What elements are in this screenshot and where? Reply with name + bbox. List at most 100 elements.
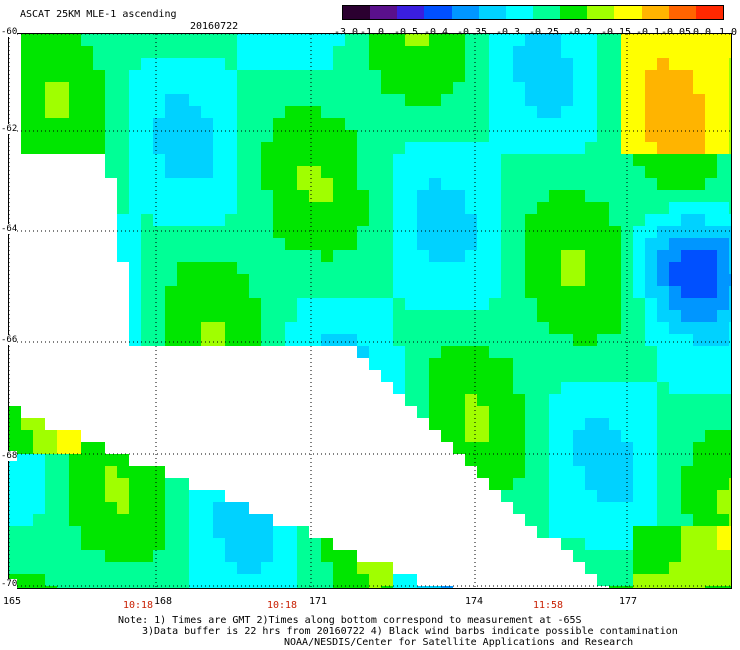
data-cell — [549, 166, 561, 178]
data-cell — [405, 262, 417, 274]
data-cell — [201, 250, 213, 262]
data-cell — [249, 82, 261, 94]
data-cell — [453, 58, 465, 70]
data-cell — [225, 202, 237, 214]
data-cell — [441, 334, 453, 346]
data-cell — [513, 262, 525, 274]
data-cell — [465, 310, 477, 322]
data-cell — [57, 442, 69, 454]
data-cell — [381, 262, 393, 274]
data-cell — [633, 82, 645, 94]
data-cell — [9, 502, 21, 514]
data-cell — [585, 406, 597, 418]
data-cell — [441, 106, 453, 118]
data-cell — [69, 106, 81, 118]
data-cell — [93, 442, 105, 454]
data-cell — [201, 178, 213, 190]
data-cell — [309, 94, 321, 106]
data-cell — [285, 142, 297, 154]
data-cell — [285, 130, 297, 142]
data-cell — [729, 370, 731, 382]
data-cell — [237, 190, 249, 202]
data-cell — [393, 286, 405, 298]
data-cell — [357, 310, 369, 322]
data-cell — [93, 466, 105, 478]
data-cell — [669, 154, 681, 166]
data-cell — [645, 382, 657, 394]
data-cell — [81, 550, 93, 562]
data-cell — [393, 226, 405, 238]
data-cell — [645, 502, 657, 514]
data-cell — [597, 430, 609, 442]
data-cell — [681, 130, 693, 142]
data-cell — [369, 262, 381, 274]
data-cell — [189, 322, 201, 334]
data-cell — [345, 94, 357, 106]
data-cell — [597, 478, 609, 490]
pass-time-label: 11:58 — [532, 600, 564, 611]
data-cell — [117, 118, 129, 130]
data-cell — [465, 430, 477, 442]
data-cell — [21, 106, 33, 118]
data-cell — [261, 274, 273, 286]
data-cell — [369, 202, 381, 214]
data-cell — [549, 490, 561, 502]
data-cell — [609, 166, 621, 178]
data-cell — [393, 94, 405, 106]
data-cell — [561, 526, 573, 538]
data-cell — [285, 322, 297, 334]
data-cell — [717, 550, 729, 562]
data-cell — [657, 502, 669, 514]
data-cell — [393, 274, 405, 286]
data-cell — [573, 358, 585, 370]
data-cell — [525, 46, 537, 58]
data-cell — [213, 514, 225, 526]
data-cell — [417, 58, 429, 70]
data-cell — [129, 238, 141, 250]
data-cell — [117, 238, 129, 250]
data-cell — [153, 586, 165, 588]
colorbar — [342, 5, 724, 20]
data-cell — [297, 118, 309, 130]
data-cell — [525, 490, 537, 502]
data-cell — [621, 346, 633, 358]
data-cell — [657, 202, 669, 214]
data-cell — [681, 214, 693, 226]
data-cell — [405, 34, 417, 46]
data-cell — [429, 406, 441, 418]
data-cell — [693, 286, 705, 298]
data-cell — [369, 130, 381, 142]
data-cell — [105, 490, 117, 502]
data-cell — [561, 142, 573, 154]
data-cell — [141, 154, 153, 166]
data-cell — [705, 154, 717, 166]
data-cell — [609, 82, 621, 94]
data-cell — [429, 286, 441, 298]
data-cell — [213, 310, 225, 322]
data-cell — [501, 406, 513, 418]
data-cell — [729, 490, 731, 502]
data-cell — [705, 34, 717, 46]
data-cell — [393, 262, 405, 274]
data-cell — [585, 58, 597, 70]
data-cell — [201, 322, 213, 334]
data-cell — [357, 34, 369, 46]
data-cell — [693, 466, 705, 478]
data-cell — [597, 406, 609, 418]
data-cell — [441, 346, 453, 358]
data-cell — [585, 34, 597, 46]
data-cell — [21, 142, 33, 154]
data-cell — [213, 490, 225, 502]
data-cell — [309, 262, 321, 274]
data-cell — [117, 466, 129, 478]
data-cell — [297, 82, 309, 94]
data-cell — [165, 46, 177, 58]
data-cell — [201, 550, 213, 562]
data-cell — [477, 106, 489, 118]
data-cell — [93, 586, 105, 588]
data-cell — [477, 430, 489, 442]
data-cell — [669, 262, 681, 274]
data-cell — [69, 562, 81, 574]
data-cell — [621, 142, 633, 154]
data-cell — [525, 442, 537, 454]
